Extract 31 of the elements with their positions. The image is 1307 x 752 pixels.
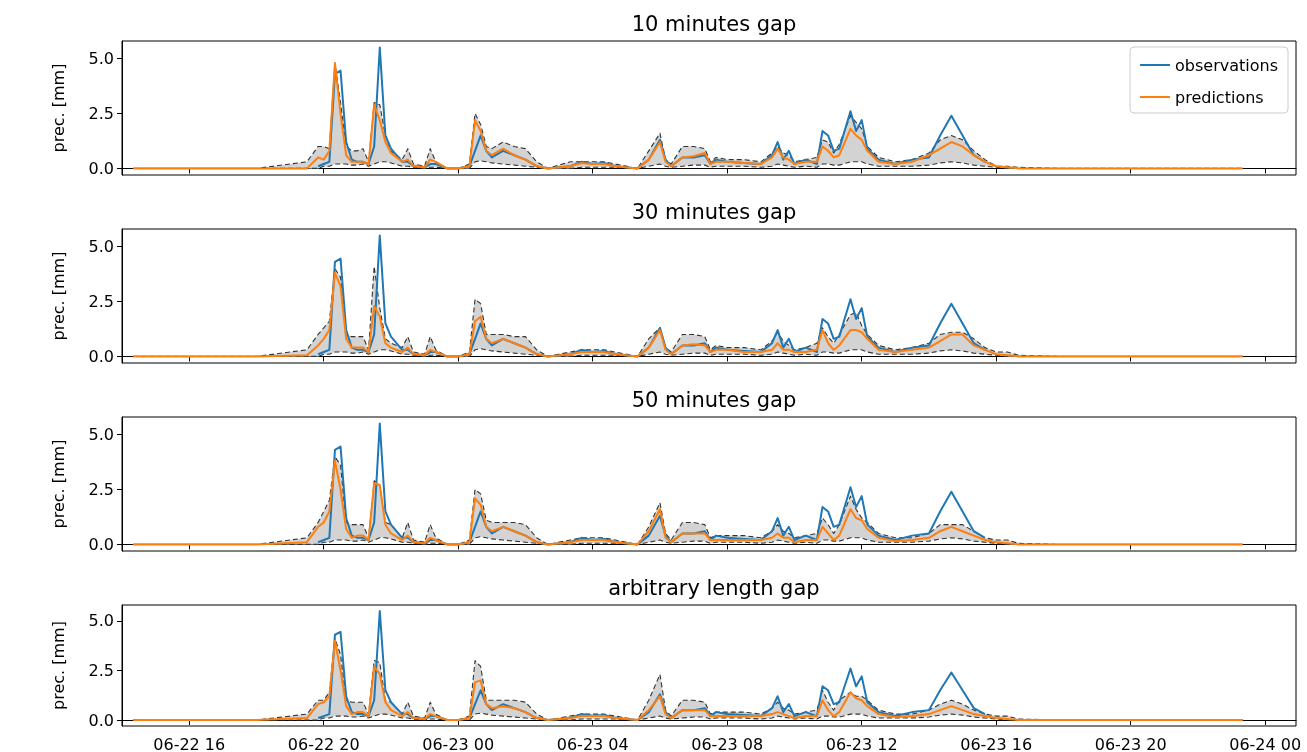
y-tick-label: 0.0 xyxy=(88,346,114,366)
y-axis-title: prec. [mm] xyxy=(48,251,68,341)
x-tick-label: 06-23 08 xyxy=(691,734,764,752)
y-tick-label: 5.0 xyxy=(88,425,114,445)
chart-title: arbitrary length gap xyxy=(608,575,820,600)
x-tick-label: 06-22 16 xyxy=(153,734,226,752)
legend-label: predictions xyxy=(1175,87,1264,107)
y-tick-label: 2.5 xyxy=(88,103,114,123)
chart-title: 30 minutes gap xyxy=(631,199,797,224)
y-tick-label: 5.0 xyxy=(88,237,114,257)
y-tick-label: 0.0 xyxy=(88,710,114,730)
chart-title: 10 minutes gap xyxy=(631,11,797,36)
y-tick-label: 5.0 xyxy=(88,49,114,69)
y-tick-label: 2.5 xyxy=(88,291,114,311)
x-tick-label: 06-23 00 xyxy=(422,734,495,752)
x-tick-label: 06-23 04 xyxy=(556,734,629,752)
y-tick-label: 0.0 xyxy=(88,534,114,554)
chart-title: 50 minutes gap xyxy=(631,387,797,412)
y-axis-title: prec. [mm] xyxy=(48,439,68,529)
y-axis-title: prec. [mm] xyxy=(48,621,68,710)
y-tick-label: 0.0 xyxy=(88,158,114,178)
x-tick-label: 06-24 00 xyxy=(1229,734,1302,752)
x-tick-label: 06-23 16 xyxy=(960,734,1033,752)
y-axis-title: prec. [mm] xyxy=(48,63,68,153)
x-tick-label: 06-22 20 xyxy=(287,734,360,752)
x-tick-label: 06-23 20 xyxy=(1094,734,1167,752)
x-tick-label: 06-23 12 xyxy=(825,734,898,752)
y-tick-label: 2.5 xyxy=(88,479,114,499)
legend-label: observations xyxy=(1175,55,1279,75)
y-tick-label: 2.5 xyxy=(88,660,114,680)
y-tick-label: 5.0 xyxy=(88,611,114,631)
